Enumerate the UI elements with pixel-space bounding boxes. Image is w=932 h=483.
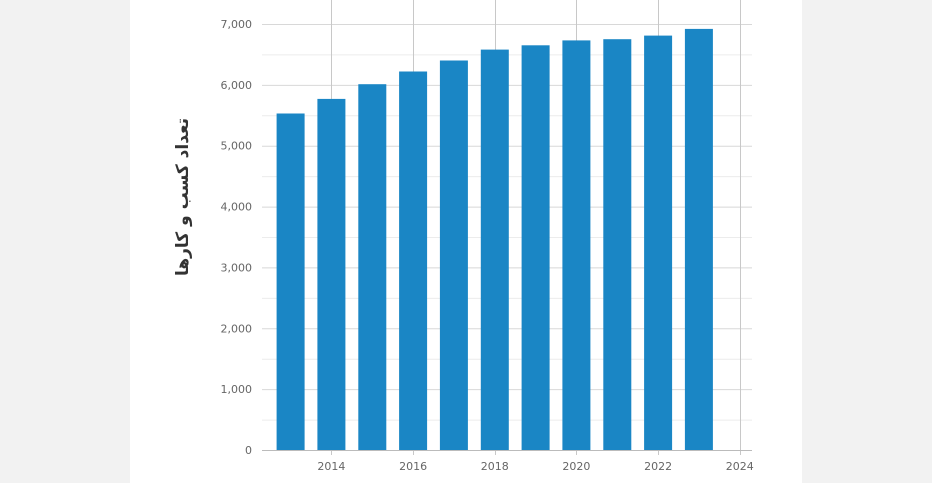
x-axis: 2014 2016 2018 2020 2022 2024	[262, 450, 754, 473]
y-tick-label: 4,000	[221, 201, 253, 214]
bar-2018	[480, 49, 509, 450]
bar-2013	[276, 113, 305, 450]
bar-2020	[562, 40, 591, 451]
y-tick-label: 6,000	[221, 79, 253, 92]
x-tick-label: 2020	[562, 460, 590, 473]
x-tick-label: 2016	[399, 460, 427, 473]
y-tick-label: 5,000	[221, 140, 253, 153]
bar-2021	[603, 39, 632, 450]
x-tick-label: 2018	[481, 460, 509, 473]
y-tick-label: 2,000	[221, 322, 253, 335]
bar-2023	[684, 28, 713, 451]
x-tick-label: 2024	[726, 460, 754, 473]
x-tick-label: 2022	[644, 460, 672, 473]
bar-2016	[399, 71, 428, 450]
y-tick-label: 0	[245, 444, 252, 457]
bars	[276, 28, 713, 451]
y-tick-label: 3,000	[221, 261, 253, 274]
y-axis: 0 1,000 2,000 3,000 4,000 5,000 6,000 7,000	[221, 18, 253, 457]
y-tick-label: 7,000	[221, 18, 253, 31]
bar-2017	[439, 60, 468, 450]
bar-2014	[317, 98, 346, 451]
bar-chart: 2014 2016 2018 2020 2022 2024 0 1,000 2,000 3,00…	[173, 0, 754, 473]
bar-2019	[521, 45, 550, 451]
x-tick-label: 2014	[317, 460, 345, 473]
y-axis-label: تعداد کسب و کارها	[173, 118, 193, 276]
y-tick-label: 1,000	[221, 383, 253, 396]
bar-2022	[644, 35, 673, 450]
bar-2015	[358, 84, 387, 450]
chart-figure: 2014 2016 2018 2020 2022 2024 0 1,000 2,000 3,00…	[130, 0, 802, 483]
